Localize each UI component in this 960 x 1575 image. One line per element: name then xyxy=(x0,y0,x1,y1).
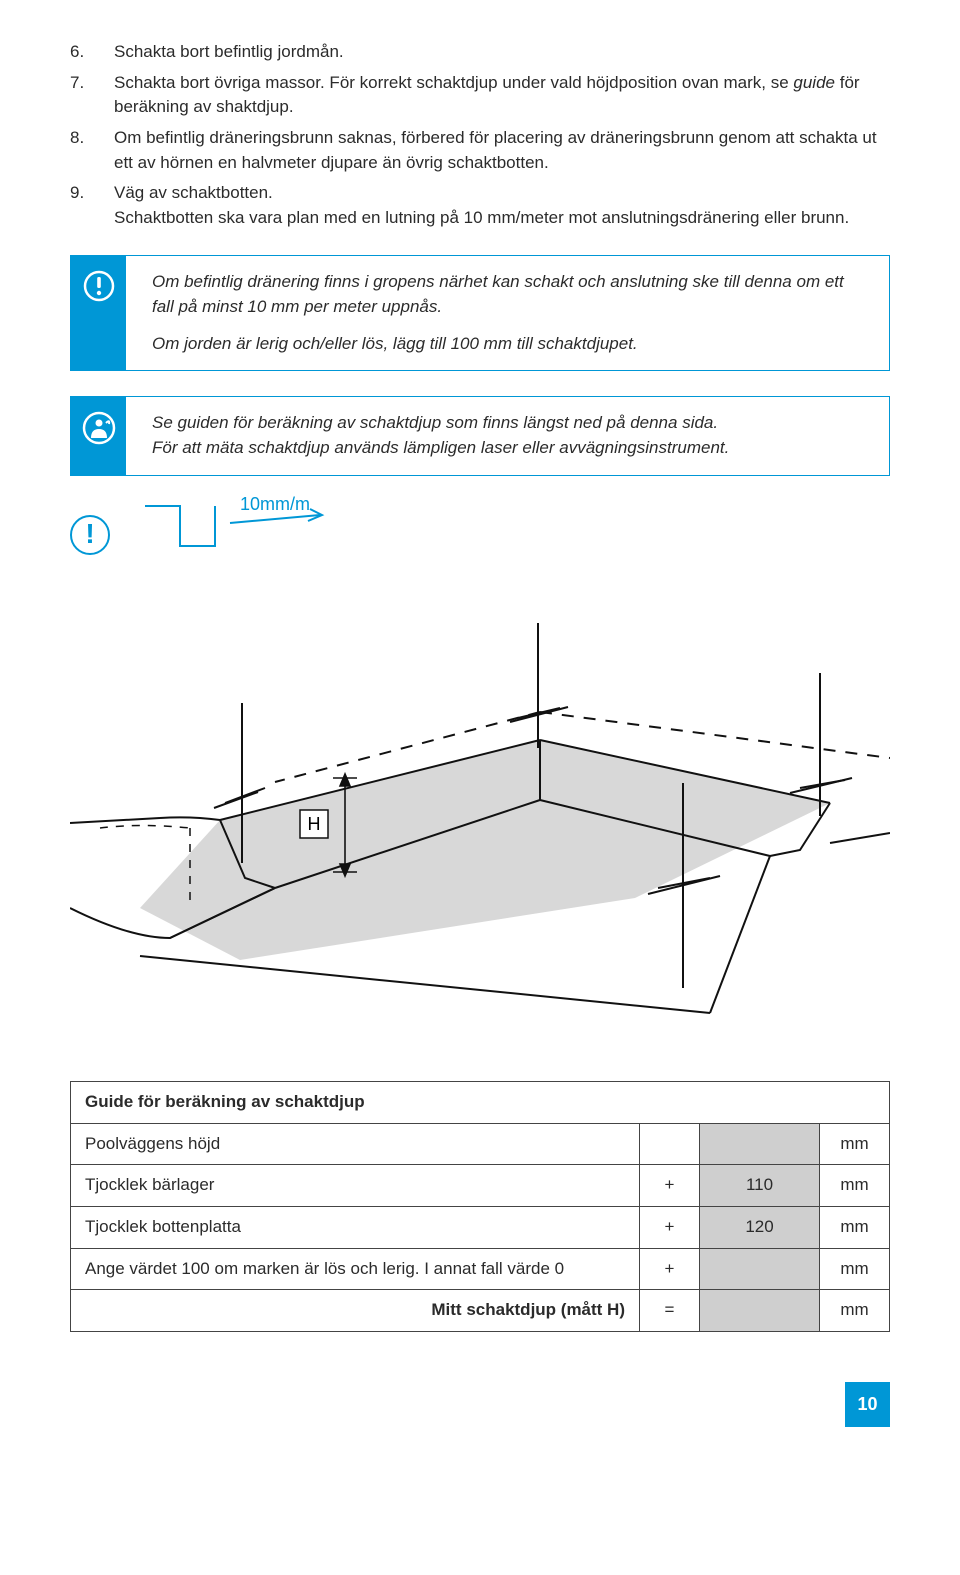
exclamation-icon: ! xyxy=(70,515,110,555)
row-val: 120 xyxy=(700,1206,820,1248)
row-label: Ange värdet 100 om marken är lös och ler… xyxy=(71,1248,640,1290)
row-label: Tjocklek bärlager xyxy=(71,1165,640,1207)
step-item: 6. Schakta bort befintlig jordmån. xyxy=(70,40,890,65)
row-op: + xyxy=(640,1248,700,1290)
step-text: Väg av schaktbotten. Schaktbotten ska va… xyxy=(114,181,890,230)
exclamation-icon xyxy=(83,270,115,302)
row-val xyxy=(700,1248,820,1290)
result-label: Mitt schaktdjup (mått H) xyxy=(71,1290,640,1332)
excavation-diagram: H xyxy=(70,588,890,1046)
row-label: Poolväggens höjd xyxy=(71,1123,640,1165)
step-item: 9. Väg av schaktbotten. Schaktbotten ska… xyxy=(70,181,890,230)
slope-label: 10mm/m xyxy=(240,491,310,517)
row-unit: mm xyxy=(820,1248,890,1290)
step-list: 6. Schakta bort befintlig jordmån. 7. Sc… xyxy=(70,40,890,230)
table-title: Guide för beräkning av schaktdjup xyxy=(71,1081,890,1123)
result-unit: mm xyxy=(820,1290,890,1332)
step-num: 7. xyxy=(70,71,114,120)
page-number: 10 xyxy=(845,1382,890,1427)
step-item: 8. Om befintlig dräneringsbrunn saknas, … xyxy=(70,126,890,175)
table-row: Tjocklek bottenplatta + 120 mm xyxy=(71,1206,890,1248)
step-item: 7. Schakta bort övriga massor. För korre… xyxy=(70,71,890,120)
table-row: Ange värdet 100 om marken är lös och ler… xyxy=(71,1248,890,1290)
depth-guide-table: Guide för beräkning av schaktdjup Poolvä… xyxy=(70,1081,890,1332)
row-val: 110 xyxy=(700,1165,820,1207)
note-icon-col xyxy=(71,256,126,370)
result-op: = xyxy=(640,1290,700,1332)
step-num: 9. xyxy=(70,181,114,230)
info-note-guide: Se guiden för beräkning av schaktdjup so… xyxy=(70,396,890,475)
person-icon xyxy=(82,411,116,445)
step-text: Schakta bort befintlig jordmån. xyxy=(114,40,890,65)
row-op: + xyxy=(640,1165,700,1207)
slope-drawing: 10mm/m xyxy=(140,501,340,569)
step-text: Om befintlig dräneringsbrunn saknas, för… xyxy=(114,126,890,175)
step-num: 8. xyxy=(70,126,114,175)
row-op: + xyxy=(640,1206,700,1248)
row-unit: mm xyxy=(820,1206,890,1248)
note-body: Om befintlig dränering finns i gropens n… xyxy=(126,256,889,370)
note-text: Om befintlig dränering finns i gropens n… xyxy=(152,270,867,319)
note-icon-col xyxy=(71,397,126,474)
note-body: Se guiden för beräkning av schaktdjup so… xyxy=(126,397,889,474)
row-label: Tjocklek bottenplatta xyxy=(71,1206,640,1248)
note-text: Se guiden för beräkning av schaktdjup so… xyxy=(152,411,867,460)
table-row: Tjocklek bärlager + 110 mm xyxy=(71,1165,890,1207)
note-text: Om jorden är lerig och/eller lös, lägg t… xyxy=(152,332,867,357)
step-num: 6. xyxy=(70,40,114,65)
row-unit: mm xyxy=(820,1123,890,1165)
row-val xyxy=(700,1123,820,1165)
row-unit: mm xyxy=(820,1165,890,1207)
row-op xyxy=(640,1123,700,1165)
step-text: Schakta bort övriga massor. För korrekt … xyxy=(114,71,890,120)
result-val xyxy=(700,1290,820,1332)
h-label: H xyxy=(308,814,321,834)
table-result-row: Mitt schaktdjup (mått H) = mm xyxy=(71,1290,890,1332)
info-note-drainage: Om befintlig dränering finns i gropens n… xyxy=(70,255,890,371)
slope-indicator: ! 10mm/m xyxy=(70,501,340,569)
table-row: Poolväggens höjd mm xyxy=(71,1123,890,1165)
